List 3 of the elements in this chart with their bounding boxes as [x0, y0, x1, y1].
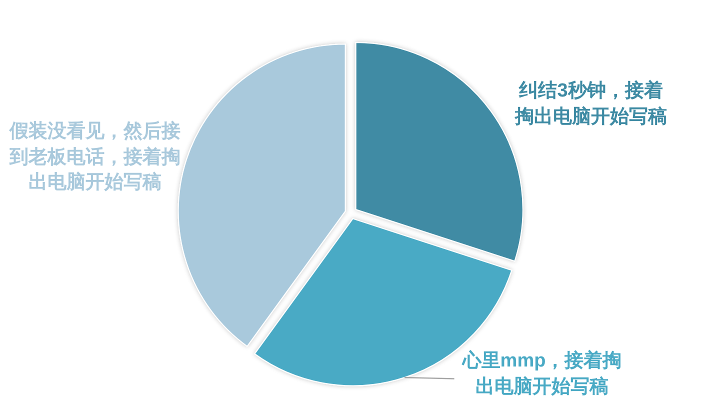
slice-label: 假装没看见，然后接到老板电话，接着掏出电脑开始写稿	[8, 120, 182, 195]
slice-label: 心里mmp，接着掏出电脑开始写稿	[460, 348, 623, 399]
slice-label: 纠结3秒钟，接着掏出电脑开始写稿	[514, 78, 668, 129]
